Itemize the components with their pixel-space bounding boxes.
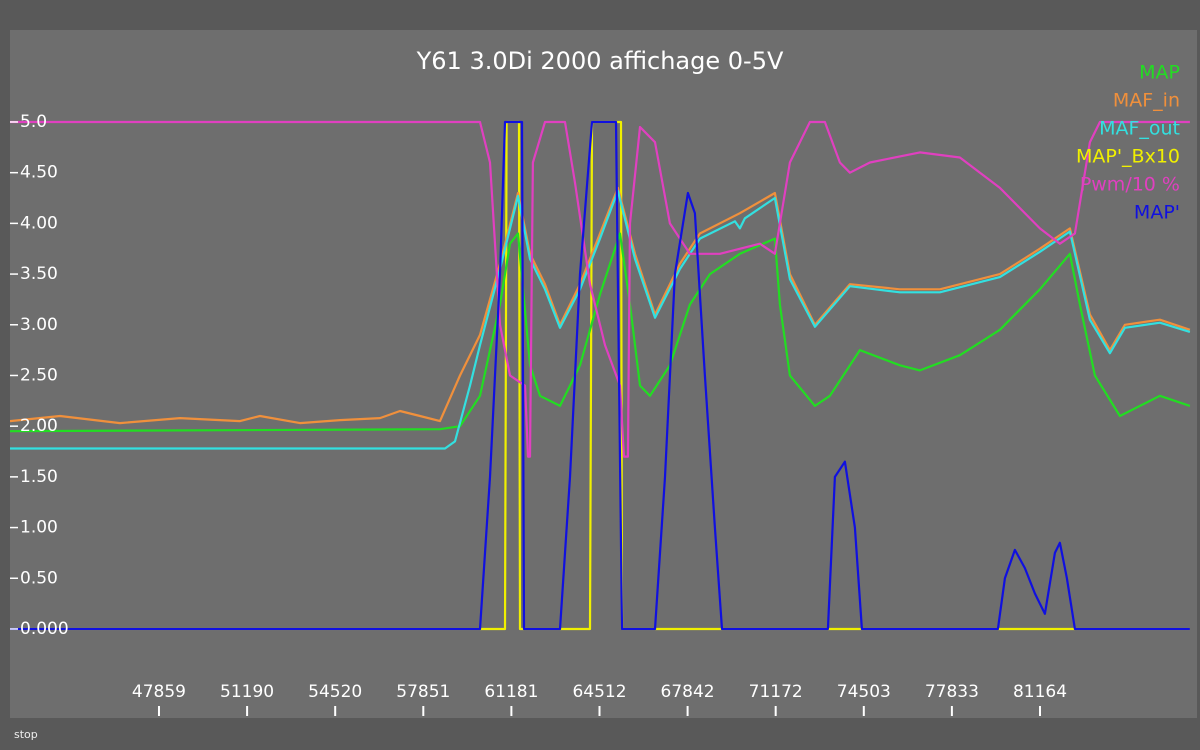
legend-entry: MAP' xyxy=(1134,202,1180,224)
series-line xyxy=(10,186,1191,425)
x-tick-label: 77833 xyxy=(925,682,979,702)
legend-entry: Pwm/10 % xyxy=(1080,174,1180,196)
x-tick-label: 71172 xyxy=(749,682,803,702)
legend-entry: MAF_in xyxy=(1113,90,1180,112)
y-tick-label: 4.00 xyxy=(20,213,58,233)
y-tick-label: 4.50 xyxy=(20,163,58,183)
status-label: stop xyxy=(14,728,38,741)
y-tick-label: 2.50 xyxy=(20,365,58,385)
series-line xyxy=(10,120,1190,458)
plot-area xyxy=(10,30,1197,718)
x-tick-label: 57851 xyxy=(396,682,450,702)
y-tick-label: 1.00 xyxy=(20,518,58,538)
lines xyxy=(10,120,1191,631)
y-tick-label: 2.00 xyxy=(20,416,58,436)
x-tick-label: 81164 xyxy=(1013,682,1067,702)
x-tick-label: 67842 xyxy=(661,682,715,702)
legend-entry: MAP'_Bx10 xyxy=(1076,146,1180,168)
x-tick-label: 54520 xyxy=(308,682,362,702)
chart-title: Y61 3.0Di 2000 affichage 0-5V xyxy=(416,47,784,75)
x-tick-label: 51190 xyxy=(220,682,274,702)
x-tick-label: 61181 xyxy=(484,682,538,702)
series-line xyxy=(10,120,1190,631)
x-tick-label: 64512 xyxy=(572,682,626,702)
legend-entry: MAP xyxy=(1139,62,1180,84)
x-tick-label: 74503 xyxy=(837,682,891,702)
y-tick-label: 3.00 xyxy=(20,315,58,335)
y-tick-label: 3.50 xyxy=(20,264,58,284)
y-tick-label: 1.50 xyxy=(20,467,58,487)
y-tick-label: 5.0 xyxy=(20,112,47,132)
x-tick-label: 47859 xyxy=(132,682,186,702)
y-tick-label: 0.000 xyxy=(20,619,69,639)
series-line xyxy=(10,189,1191,450)
legend-entry: MAF_out xyxy=(1099,118,1180,140)
y-tick-label: 0.50 xyxy=(20,568,58,588)
series-line xyxy=(10,232,1191,433)
